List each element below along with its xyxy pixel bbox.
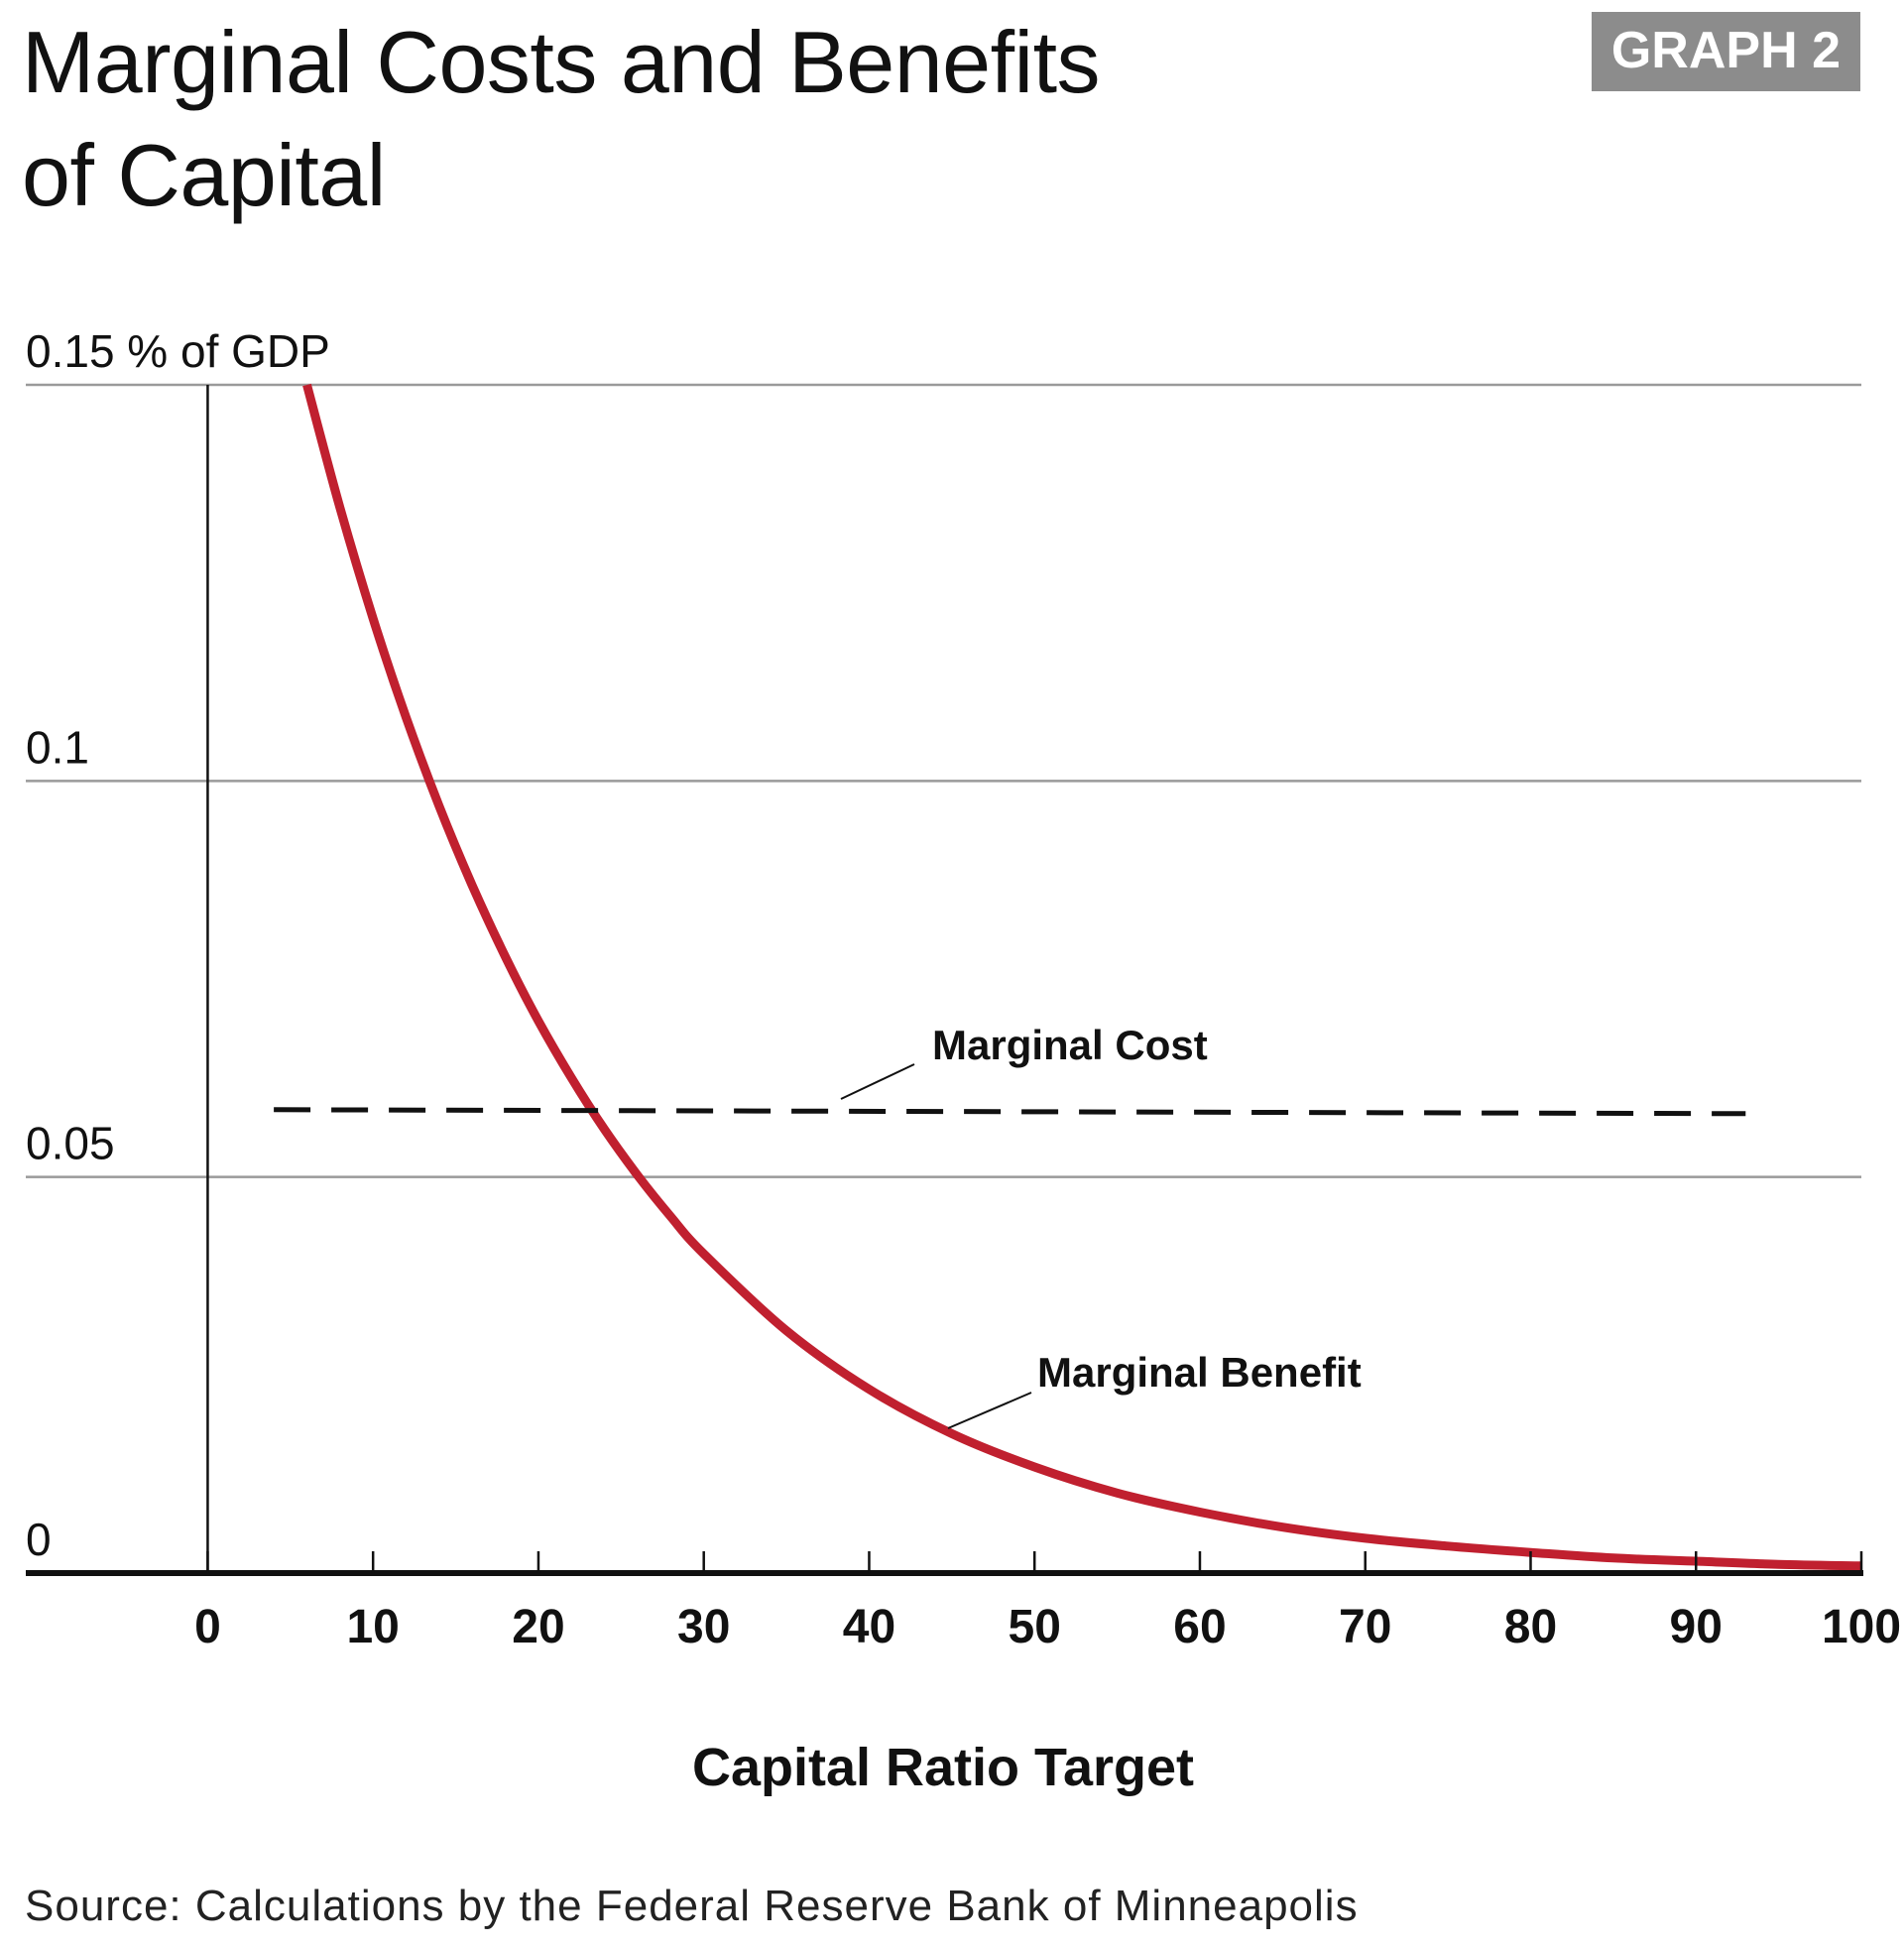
- chart-title-line-1: Marginal Costs and Benefits: [22, 13, 1101, 111]
- y-tick-label: 0.05: [26, 1118, 115, 1169]
- x-tick-label: 20: [512, 1601, 564, 1653]
- chart-title: Marginal Costs and Benefits of Capital: [22, 6, 1311, 232]
- x-axis-title: Capital Ratio Target: [692, 1738, 1194, 1797]
- marginal-cost-label: Marginal Cost: [932, 1022, 1208, 1068]
- y-tick-label: 0.1: [26, 721, 89, 773]
- graph-badge: GRAPH 2: [1591, 12, 1860, 91]
- y-tick-label: 0: [26, 1514, 52, 1565]
- y-tick-label: 0.15 % of GDP: [26, 325, 330, 377]
- x-tick-label: 10: [346, 1601, 399, 1653]
- x-tick-label: 60: [1173, 1601, 1226, 1653]
- x-tick-label: 90: [1670, 1601, 1723, 1653]
- marginal-cost-line: [274, 1107, 1746, 1117]
- marginal-benefit-leader-line: [947, 1392, 1032, 1429]
- marginal-benefit-line: [302, 383, 1862, 1571]
- x-tick-label: 50: [1009, 1601, 1061, 1653]
- grid-lines: [26, 383, 1861, 1178]
- x-tick-label: 100: [1822, 1601, 1901, 1653]
- chart-title-line-2: of Capital: [22, 126, 386, 224]
- x-tick-label: 70: [1339, 1601, 1391, 1653]
- chart-area: 0 0.05 0.1 0.15 % of GDP 0 10 20 30 40 50 60 70 80 9…: [26, 325, 1901, 1797]
- y-tick-labels: 0 0.05 0.1 0.15 % of GDP: [26, 325, 330, 1565]
- series-group: [274, 383, 1862, 1571]
- source-note: Source: Calculations by the Federal Rese…: [25, 1882, 1359, 1930]
- x-tick-label: 0: [194, 1601, 221, 1653]
- x-tick-label: 40: [843, 1601, 895, 1653]
- x-tick-label: 80: [1504, 1601, 1557, 1653]
- x-ticks: 0 10 20 30 40 50 60 70 80 90 100: [194, 1551, 1901, 1653]
- marginal-cost-leader-line: [840, 1063, 915, 1100]
- marginal-benefit-label: Marginal Benefit: [1037, 1349, 1362, 1396]
- annotations: Marginal Cost Marginal Benefit: [840, 1022, 1362, 1429]
- x-tick-label: 30: [677, 1601, 730, 1653]
